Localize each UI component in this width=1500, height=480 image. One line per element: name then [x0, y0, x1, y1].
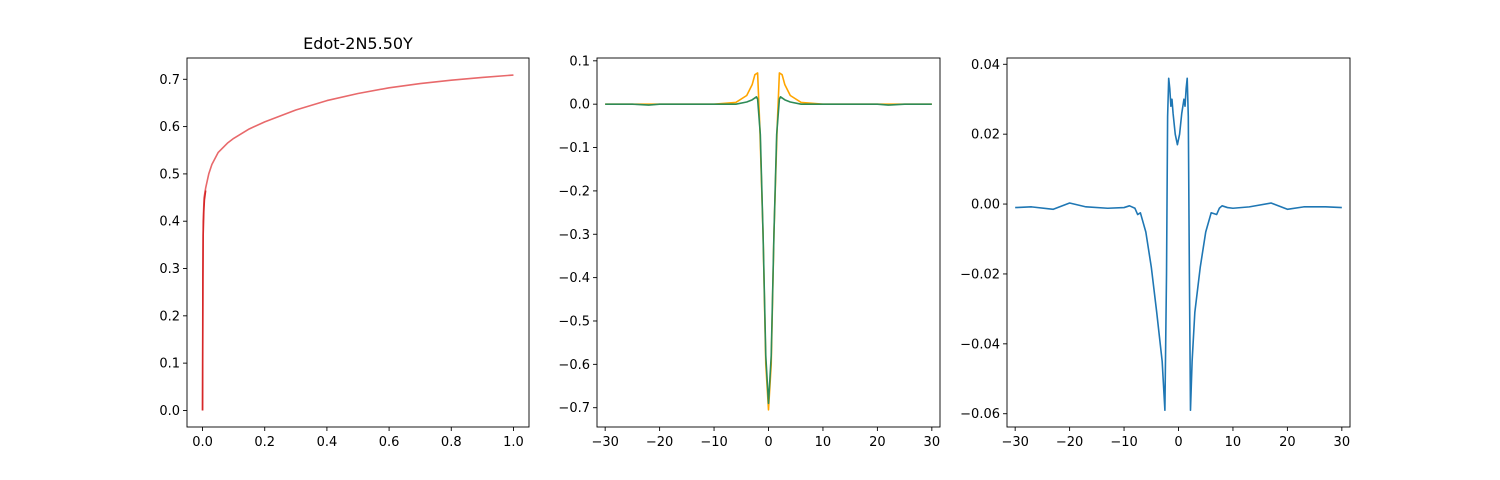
- right-x-tick-label: 30: [1334, 435, 1351, 450]
- middle-series-line-2: [605, 96, 932, 405]
- left-x-tick-label: 0.6: [379, 435, 400, 450]
- left-x-tick-label: 0.0: [192, 435, 213, 450]
- middle-y-tick-label: −0.3: [558, 228, 590, 243]
- left-axes-frame: [186, 57, 530, 428]
- subplot-left: 0.0 0.2 0.4 0.6 0.8 1.0 0.0 0.1 0.2 0.3 0.4 0.5 0.6 0…: [159, 34, 530, 450]
- subplot-right: −30 −20 −10 0 10 20 30 0.04 0.02 0.00 −0.02 −0.04 −0…: [960, 57, 1351, 450]
- middle-x-tick-label: 10: [815, 435, 832, 450]
- middle-y-tick-label: −0.4: [558, 271, 590, 286]
- right-y-tick-label: 0.02: [971, 128, 1000, 143]
- left-x-tick-label: 1.0: [503, 435, 524, 450]
- right-series-line-1: [1015, 77, 1342, 412]
- left-y-tick-label: 0.1: [159, 357, 180, 372]
- left-y-tick-label: 0.3: [159, 262, 180, 277]
- middle-x-tick-label: 20: [869, 435, 886, 450]
- middle-x-tick-label: 30: [924, 435, 941, 450]
- right-x-tick-label: −30: [1001, 435, 1028, 450]
- left-y-tick-label: 0.0: [159, 404, 180, 419]
- middle-y-tick-label: −0.7: [558, 401, 590, 416]
- left-y-tick-label: 0.4: [159, 215, 180, 230]
- middle-y-tick-label: −0.2: [558, 184, 590, 199]
- right-y-tick-label: −0.02: [960, 267, 1000, 282]
- middle-x-tick-label: −10: [700, 435, 727, 450]
- right-x-tick-label: 20: [1279, 435, 1296, 450]
- right-y-tick-label: −0.06: [960, 407, 1000, 422]
- middle-y-tick-label: −0.1: [558, 141, 590, 156]
- right-x-tick-label: 10: [1225, 435, 1242, 450]
- left-y-tick-label: 0.7: [159, 73, 180, 88]
- left-y-tick-label: 0.2: [159, 309, 180, 324]
- right-y-tick-label: −0.04: [960, 337, 1000, 352]
- left-series-line-1: [201, 74, 514, 411]
- left-chart-title: Edot-2N5.50Y: [303, 34, 413, 53]
- left-y-tick-label: 0.6: [159, 120, 180, 135]
- left-x-tick-label: 0.4: [317, 435, 338, 450]
- middle-x-tick-label: −20: [646, 435, 673, 450]
- right-x-tick-label: −20: [1056, 435, 1083, 450]
- right-y-tick-label: 0.04: [971, 58, 1000, 73]
- middle-y-tick-label: −0.5: [558, 314, 590, 329]
- right-x-tick-label: −10: [1110, 435, 1137, 450]
- middle-y-tick-label: 0.1: [569, 54, 590, 69]
- middle-y-tick-label: 0.0: [569, 98, 590, 113]
- subplot-middle: −30 −20 −10 0 10 20 30 0.1 0.0 −0.1 −0.2 −0.3 −0.4 −0…: [558, 54, 941, 450]
- middle-x-tick-label: 0: [764, 435, 772, 450]
- right-y-tick-label: 0.00: [971, 198, 1000, 213]
- right-x-tick-label: 0: [1174, 435, 1182, 450]
- left-y-tick-label: 0.5: [159, 167, 180, 182]
- middle-y-tick-label: −0.6: [558, 358, 590, 373]
- middle-x-tick-label: −30: [591, 435, 618, 450]
- left-x-tick-label: 0.8: [441, 435, 462, 450]
- left-series-line-2: [201, 190, 207, 411]
- left-x-tick-label: 0.2: [254, 435, 275, 450]
